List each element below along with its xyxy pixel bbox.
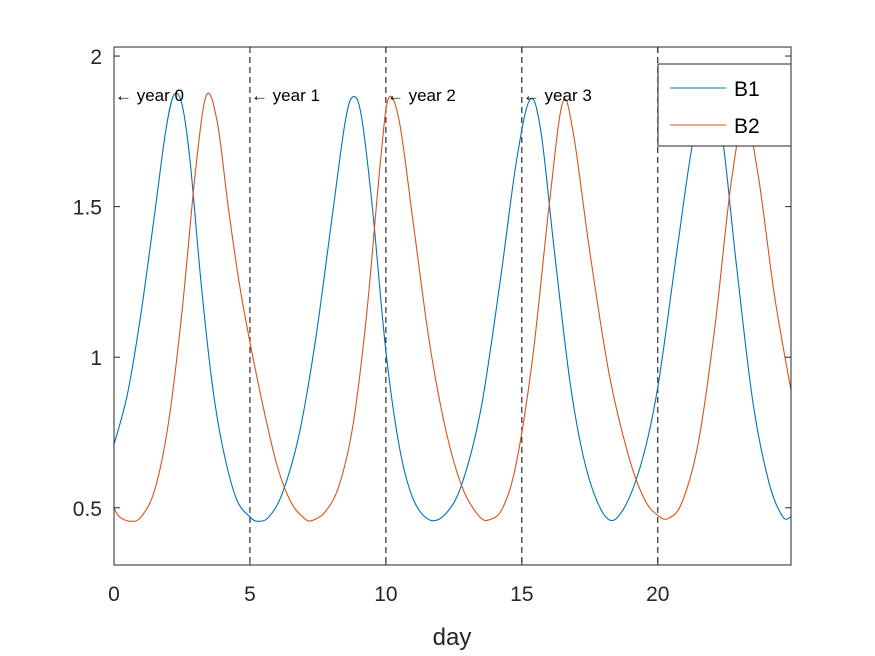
year-annotation: ← year 0 [115, 86, 184, 105]
year-annotation: ← year 1 [251, 86, 320, 105]
vertical-lines-group [249, 47, 659, 565]
series-line-b2 [113, 92, 792, 522]
x-tick-label: 15 [510, 583, 533, 606]
legend-label-b2: B2 [734, 115, 760, 138]
legend-label-b1: B1 [734, 78, 760, 101]
y-tick-label: 0.5 [73, 498, 102, 521]
series-group [113, 92, 792, 522]
y-tick-label: 1.5 [73, 197, 102, 220]
ticks-group: 0 5 10 15 20 0.5 1 1.5 2 [73, 46, 791, 606]
x-tick-label: 10 [374, 583, 397, 606]
x-tick-label: 0 [108, 583, 120, 606]
annotations-group: ← year 0 ← year 1 ← year 2 ← year 3 [115, 86, 592, 105]
year-annotation: ← year 3 [523, 86, 592, 105]
x-axis-label: day [433, 624, 472, 651]
y-tick-label: 2 [90, 46, 102, 69]
x-tick-label: 5 [244, 583, 256, 606]
series-line-b1 [113, 92, 792, 522]
legend: B1 B2 [657, 63, 792, 147]
year-annotation: ← year 2 [387, 86, 456, 105]
plot-frame [113, 46, 792, 566]
legend-box [657, 63, 792, 147]
x-tick-label: 20 [646, 583, 669, 606]
y-tick-label: 1 [90, 347, 102, 370]
